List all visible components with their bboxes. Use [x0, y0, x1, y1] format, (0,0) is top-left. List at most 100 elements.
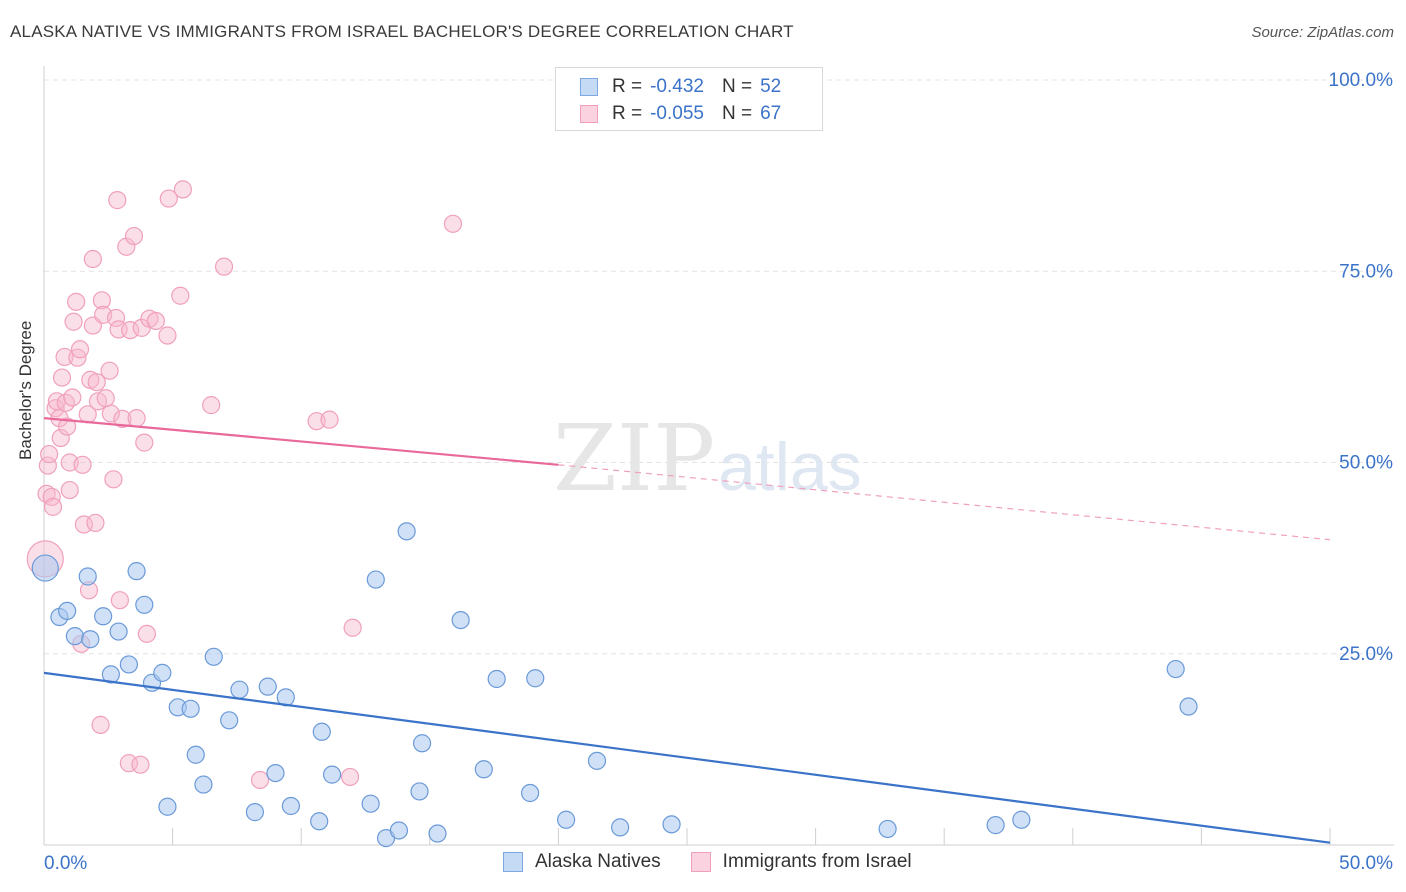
legend-n-value: 67 [760, 103, 782, 124]
point-immigrants-from-israel [343, 618, 362, 637]
point-immigrants-from-israel [55, 347, 74, 367]
legend-label: Alaska Natives [535, 851, 661, 872]
legend-swatch-pink [580, 105, 598, 123]
point-alaska-natives [230, 680, 249, 699]
point-immigrants-from-israel [64, 312, 83, 331]
point-alaska-natives [266, 763, 285, 783]
legend-swatch-blue [503, 852, 523, 872]
legend-swatch-pink [690, 852, 711, 872]
point-alaska-natives [81, 630, 100, 649]
point-immigrants-from-israel [173, 180, 192, 199]
point-alaska-natives [158, 797, 177, 816]
point-alaska-natives [245, 803, 265, 822]
point-immigrants-from-israel [250, 770, 270, 790]
point-alaska-natives [428, 824, 447, 843]
point-immigrants-from-israel [74, 515, 93, 534]
point-alaska-natives [474, 760, 493, 779]
stats-legend: R = -0.432 N = 52 R = -0.055 N = 67 [555, 67, 823, 131]
point-immigrants-from-israel [121, 321, 140, 340]
point-alaska-natives [526, 669, 545, 688]
legend-row-immigrants-from-israel: R = -0.055 N = 67 [580, 101, 781, 127]
point-immigrants-from-israel [60, 480, 79, 500]
point-immigrants-from-israel [340, 767, 360, 787]
point-immigrants-from-israel [67, 292, 86, 311]
point-alaska-natives [119, 655, 138, 674]
point-alaska-natives [194, 775, 213, 794]
point-immigrants-from-israel [63, 388, 82, 407]
point-immigrants-from-israel [52, 368, 72, 387]
point-alaska-natives [65, 627, 84, 646]
point-alaska-natives [312, 722, 331, 741]
point-immigrants-from-israel [96, 389, 115, 408]
point-alaska-natives [662, 815, 681, 834]
point-alaska-natives [220, 711, 239, 730]
x-tick-label: 50.0% [1339, 853, 1393, 874]
legend-label: Immigrants from Israel [722, 851, 912, 872]
point-immigrants-from-israel [124, 226, 144, 246]
point-alaska-natives [186, 745, 205, 764]
watermark-zip: ZIP [553, 405, 715, 512]
point-alaska-natives [521, 783, 540, 803]
x-tick-label: 0.0% [44, 853, 87, 874]
chart-title: ALASKA NATIVE VS IMMIGRANTS FROM ISRAEL … [10, 22, 794, 41]
point-immigrants-from-israel [40, 444, 59, 464]
point-alaska-natives [135, 595, 154, 614]
point-immigrants-from-israel [43, 497, 63, 516]
point-alaska-natives [258, 677, 277, 696]
point-alaska-natives [587, 751, 607, 770]
source-credit: Source: ZipAtlas.com [1251, 24, 1394, 41]
point-immigrants-from-israel [106, 308, 126, 328]
point-immigrants-from-israel [137, 624, 156, 643]
legend-item-alaska-natives[interactable]: Alaska Natives [503, 851, 661, 873]
point-alaska-natives [101, 665, 120, 684]
point-alaska-natives [361, 794, 380, 813]
point-immigrants-from-israel [171, 286, 190, 305]
point-alaska-natives [310, 812, 329, 831]
point-immigrants-from-israel [159, 189, 178, 208]
point-immigrants-from-israel [73, 455, 92, 474]
point-alaska-natives [410, 782, 429, 801]
point-alaska-natives [58, 601, 77, 621]
point-alaska-natives [1012, 810, 1031, 829]
point-alaska-natives [281, 796, 301, 816]
point-immigrants-from-israel [101, 404, 120, 423]
point-alaska-natives [181, 699, 200, 718]
point-alaska-natives [153, 663, 172, 682]
point-alaska-natives [389, 821, 409, 840]
point-immigrants-from-israel [46, 399, 65, 418]
point-alaska-natives [78, 567, 97, 586]
legend-r-value: -0.055 [650, 103, 704, 124]
legend-item-immigrants-from-israel[interactable]: Immigrants from Israel [690, 851, 912, 873]
grid-layer [44, 79, 1394, 655]
point-immigrants-from-israel [158, 326, 177, 345]
point-immigrants-from-israel [58, 417, 77, 436]
point-alaska-natives [986, 816, 1005, 835]
point-immigrants-from-israel [146, 311, 165, 331]
point-immigrants-from-israel [320, 410, 339, 429]
legend-n-label: N = [721, 76, 753, 97]
point-alaska-natives [397, 522, 416, 541]
point-alaska-natives [557, 810, 576, 829]
point-immigrants-from-israel [87, 373, 106, 392]
legend-row-alaska-natives: R = -0.432 N = 52 [580, 74, 781, 100]
point-immigrants-from-israel [202, 396, 221, 415]
series-legend: Alaska Natives Immigrants from Israel [503, 851, 942, 873]
point-alaska-natives [204, 647, 223, 666]
point-alaska-natives [878, 819, 897, 839]
trend-lines [43, 417, 1331, 844]
y-tick-label: 50.0% [1339, 453, 1393, 474]
trend-line-alaska-natives [43, 671, 1331, 844]
points-alaska-natives [31, 522, 1198, 848]
point-alaska-natives [322, 765, 342, 784]
point-alaska-natives [94, 607, 113, 626]
point-immigrants-from-israel [38, 456, 57, 475]
point-alaska-natives [412, 734, 432, 753]
legend-r-label: R = [612, 103, 643, 124]
point-immigrants-from-israel [70, 340, 90, 359]
watermark-atlas: atlas [718, 429, 862, 505]
point-immigrants-from-israel [131, 755, 150, 774]
point-immigrants-from-israel [83, 249, 102, 269]
point-immigrants-from-israel [135, 433, 154, 452]
point-alaska-natives [31, 554, 59, 582]
point-immigrants-from-israel [104, 470, 123, 489]
